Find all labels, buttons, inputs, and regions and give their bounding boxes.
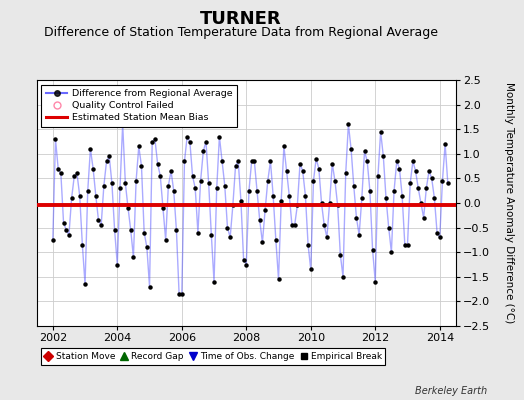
Y-axis label: Monthly Temperature Anomaly Difference (°C): Monthly Temperature Anomaly Difference (… [504,82,514,324]
Text: TURNER: TURNER [200,10,282,28]
Text: Difference of Station Temperature Data from Regional Average: Difference of Station Temperature Data f… [44,26,438,39]
Legend: Station Move, Record Gap, Time of Obs. Change, Empirical Break: Station Move, Record Gap, Time of Obs. C… [41,348,386,364]
Text: Berkeley Earth: Berkeley Earth [415,386,487,396]
